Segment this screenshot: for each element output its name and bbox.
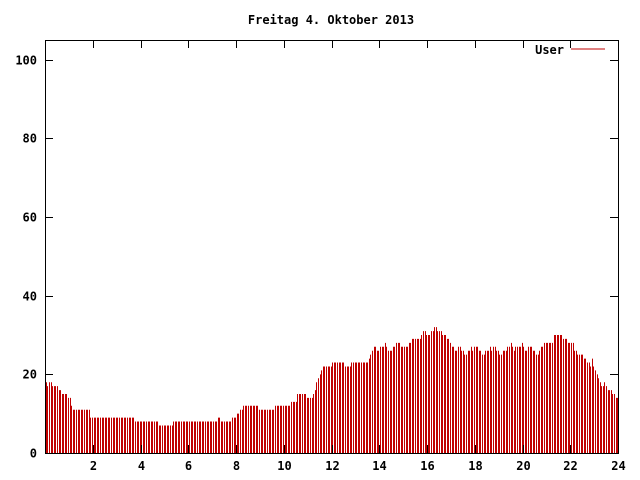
bar-series-user [46,327,618,453]
legend: User [535,43,605,57]
x-tick-label: 16 [420,459,434,473]
chart-title: Freitag 4. Oktober 2013 [248,13,414,27]
y-tick-label: 100 [15,54,37,68]
x-tick-label: 8 [233,459,240,473]
y-tick-label: 20 [23,368,37,382]
x-tick-label: 14 [372,459,386,473]
x-tick-label: 18 [468,459,482,473]
y-tick-label: 80 [23,132,37,146]
legend-label-user: User [535,43,564,57]
x-tick-label: 2 [90,459,97,473]
y-tick-label: 0 [30,447,37,461]
x-tick-label: 20 [516,459,530,473]
x-tick-label: 24 [611,459,625,473]
x-tick-label: 4 [138,459,145,473]
x-tick-label: 12 [325,459,339,473]
x-tick-label: 6 [185,459,192,473]
x-tick-label: 22 [563,459,577,473]
y-tick-label: 60 [23,211,37,225]
y-tick-label: 40 [23,290,37,304]
x-tick-label: 10 [277,459,291,473]
